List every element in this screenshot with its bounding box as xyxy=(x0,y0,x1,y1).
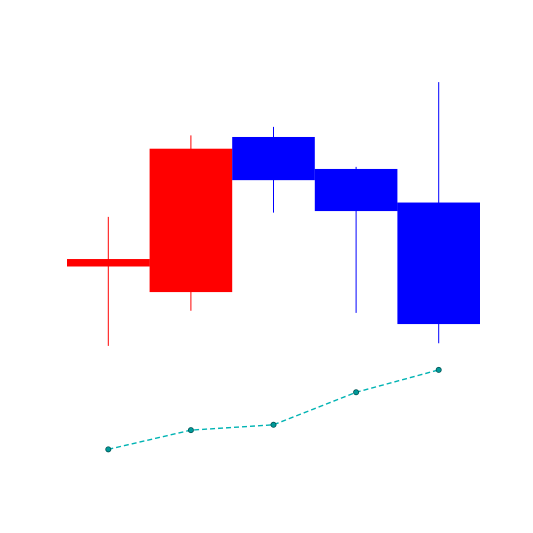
line-series xyxy=(108,369,439,451)
candle-body-1 xyxy=(67,259,150,267)
line-point-5 xyxy=(435,366,442,373)
candle-body-2 xyxy=(149,148,233,293)
candles-layer xyxy=(67,82,480,346)
candle-body-4 xyxy=(314,168,398,212)
line-point-4 xyxy=(353,389,360,396)
candle-body-3 xyxy=(232,136,315,181)
line-point-3 xyxy=(270,421,277,428)
line-point-1 xyxy=(105,446,112,453)
line-layer xyxy=(105,366,442,453)
candle-body-5 xyxy=(397,202,480,325)
line-point-2 xyxy=(187,427,194,434)
